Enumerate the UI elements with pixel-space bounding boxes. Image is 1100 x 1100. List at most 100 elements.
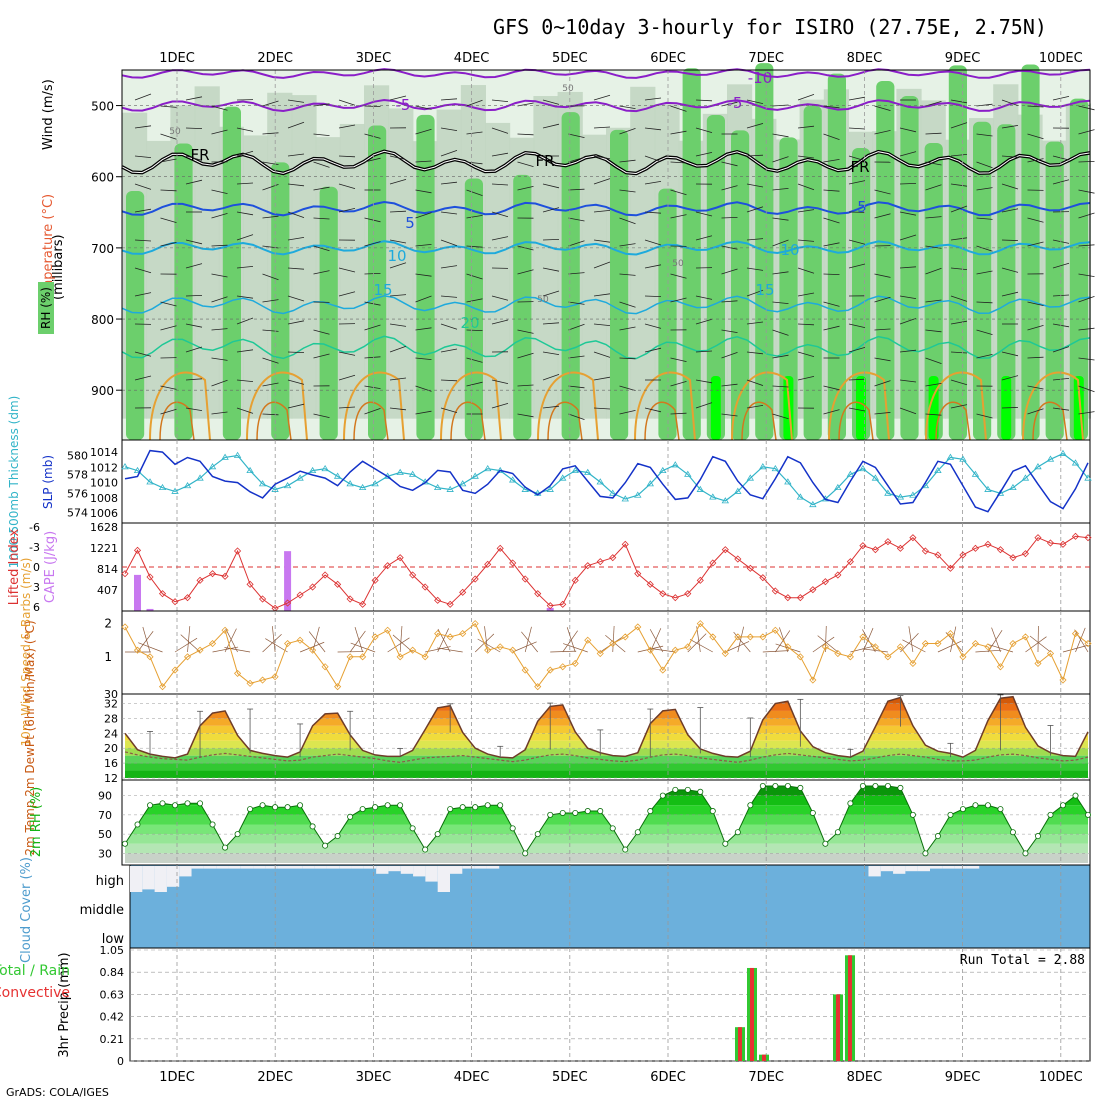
li-series bbox=[121, 532, 1092, 612]
barb bbox=[466, 161, 483, 165]
cloud-high-bar bbox=[400, 866, 414, 874]
li-point bbox=[634, 570, 642, 578]
rh-band-mid bbox=[146, 140, 172, 419]
rh2m-point bbox=[534, 831, 541, 838]
barb bbox=[211, 189, 228, 194]
barb bbox=[772, 385, 789, 388]
rh-series bbox=[122, 783, 1092, 857]
rh-band-green bbox=[731, 130, 750, 441]
wind10m-barb bbox=[262, 634, 282, 653]
wind10m-point bbox=[1021, 633, 1030, 641]
li-point bbox=[809, 586, 817, 594]
barb bbox=[950, 351, 968, 354]
barb bbox=[542, 99, 560, 105]
barb bbox=[721, 329, 738, 333]
barb bbox=[185, 127, 203, 129]
barb bbox=[491, 236, 509, 241]
barb bbox=[364, 157, 381, 163]
date-label-top: 6DEC bbox=[650, 51, 686, 66]
cloud-high-bar bbox=[893, 866, 906, 874]
rh-band-mid bbox=[533, 96, 559, 419]
rh2m-point bbox=[322, 842, 329, 849]
thickness-point bbox=[208, 463, 217, 470]
barb bbox=[160, 105, 177, 108]
barb bbox=[593, 323, 611, 326]
barb bbox=[848, 407, 866, 412]
slp-tick: 1014 bbox=[90, 446, 118, 459]
li-point bbox=[196, 576, 204, 584]
li-point bbox=[446, 600, 454, 608]
barb bbox=[925, 413, 942, 416]
li-point bbox=[659, 590, 667, 598]
li-point bbox=[571, 576, 579, 584]
barb bbox=[670, 357, 687, 362]
temp-tick: 28 bbox=[104, 712, 118, 725]
barb bbox=[925, 267, 942, 275]
barb bbox=[517, 413, 534, 418]
barb bbox=[721, 300, 738, 303]
cloud-high-bar bbox=[277, 866, 290, 869]
barb bbox=[593, 293, 611, 297]
li-point bbox=[534, 590, 542, 598]
temp2m-label: 2m Temp 2m DewPt (6hr Min/Max) (°C) bbox=[23, 620, 37, 855]
barb bbox=[287, 379, 305, 385]
rh-band-mid bbox=[388, 108, 414, 419]
rh-band-green bbox=[271, 162, 290, 440]
barb bbox=[950, 320, 968, 325]
wind10m-barb bbox=[1074, 629, 1089, 653]
wind-barbs bbox=[134, 93, 1095, 420]
barb bbox=[746, 379, 764, 386]
rh2m-point bbox=[734, 829, 741, 836]
thickness-point bbox=[909, 491, 917, 498]
contour-label: FR bbox=[850, 158, 869, 176]
cloud-high-label: high bbox=[96, 874, 124, 889]
rh2m-point bbox=[234, 831, 241, 838]
wind10m-point bbox=[834, 649, 842, 658]
barb bbox=[976, 217, 993, 220]
barb bbox=[950, 205, 968, 213]
barb bbox=[440, 98, 458, 101]
contour-warm bbox=[440, 371, 502, 441]
contour-warm-inner bbox=[450, 401, 486, 441]
li-point bbox=[746, 564, 754, 572]
wind10m-barb bbox=[725, 641, 750, 653]
barb bbox=[440, 127, 458, 131]
rh2m-point bbox=[697, 788, 704, 795]
temp-tick: 24 bbox=[104, 727, 118, 740]
barb bbox=[262, 245, 279, 249]
barb bbox=[950, 295, 968, 302]
barb bbox=[899, 211, 917, 216]
barb bbox=[262, 357, 279, 364]
contour-20 bbox=[121, 335, 1091, 360]
barb bbox=[440, 379, 458, 382]
chart-title: GFS 0~10day 3-hourly for ISIRO (27.75E, … bbox=[493, 15, 1047, 39]
pressure-label: (millibars) bbox=[51, 234, 66, 300]
barb bbox=[797, 155, 815, 159]
thickness-point bbox=[796, 493, 805, 500]
barb bbox=[593, 407, 611, 410]
barb bbox=[185, 263, 203, 269]
barb bbox=[593, 261, 611, 269]
barb bbox=[823, 105, 840, 109]
thickness-point bbox=[746, 474, 755, 481]
barb bbox=[415, 160, 432, 163]
precip-label: 3hr Precip (mm) bbox=[57, 952, 72, 1057]
date-label-bottom: 6DEC bbox=[650, 1070, 686, 1085]
li-point bbox=[434, 596, 442, 604]
wind10m-point bbox=[1009, 639, 1017, 648]
wind10m-barb bbox=[862, 627, 874, 653]
thickness-point bbox=[171, 487, 179, 494]
barb bbox=[262, 273, 279, 281]
wind10m-barb bbox=[696, 626, 701, 653]
barb bbox=[772, 329, 789, 336]
barb bbox=[134, 155, 152, 158]
wind10m-point bbox=[496, 643, 504, 651]
barb bbox=[848, 96, 866, 101]
thickness-point bbox=[571, 466, 579, 474]
cloud-high-bar bbox=[942, 866, 955, 869]
precip-tick: 1.05 bbox=[100, 944, 125, 957]
barb bbox=[491, 379, 509, 384]
contour-warm bbox=[1022, 371, 1084, 441]
li-point bbox=[396, 554, 404, 562]
wind10m-barb bbox=[225, 628, 238, 653]
